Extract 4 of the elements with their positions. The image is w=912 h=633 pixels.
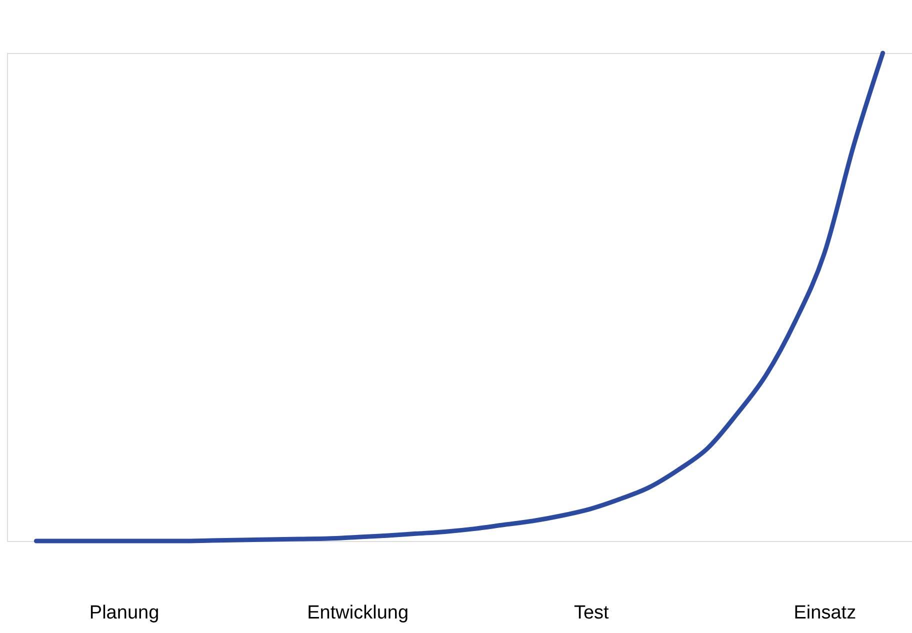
x-tick-label: Test — [574, 602, 610, 624]
x-tick-label: Einsatz — [794, 602, 856, 624]
x-tick-label: Entwicklung — [307, 602, 409, 624]
x-tick-label: Planung — [89, 602, 160, 624]
